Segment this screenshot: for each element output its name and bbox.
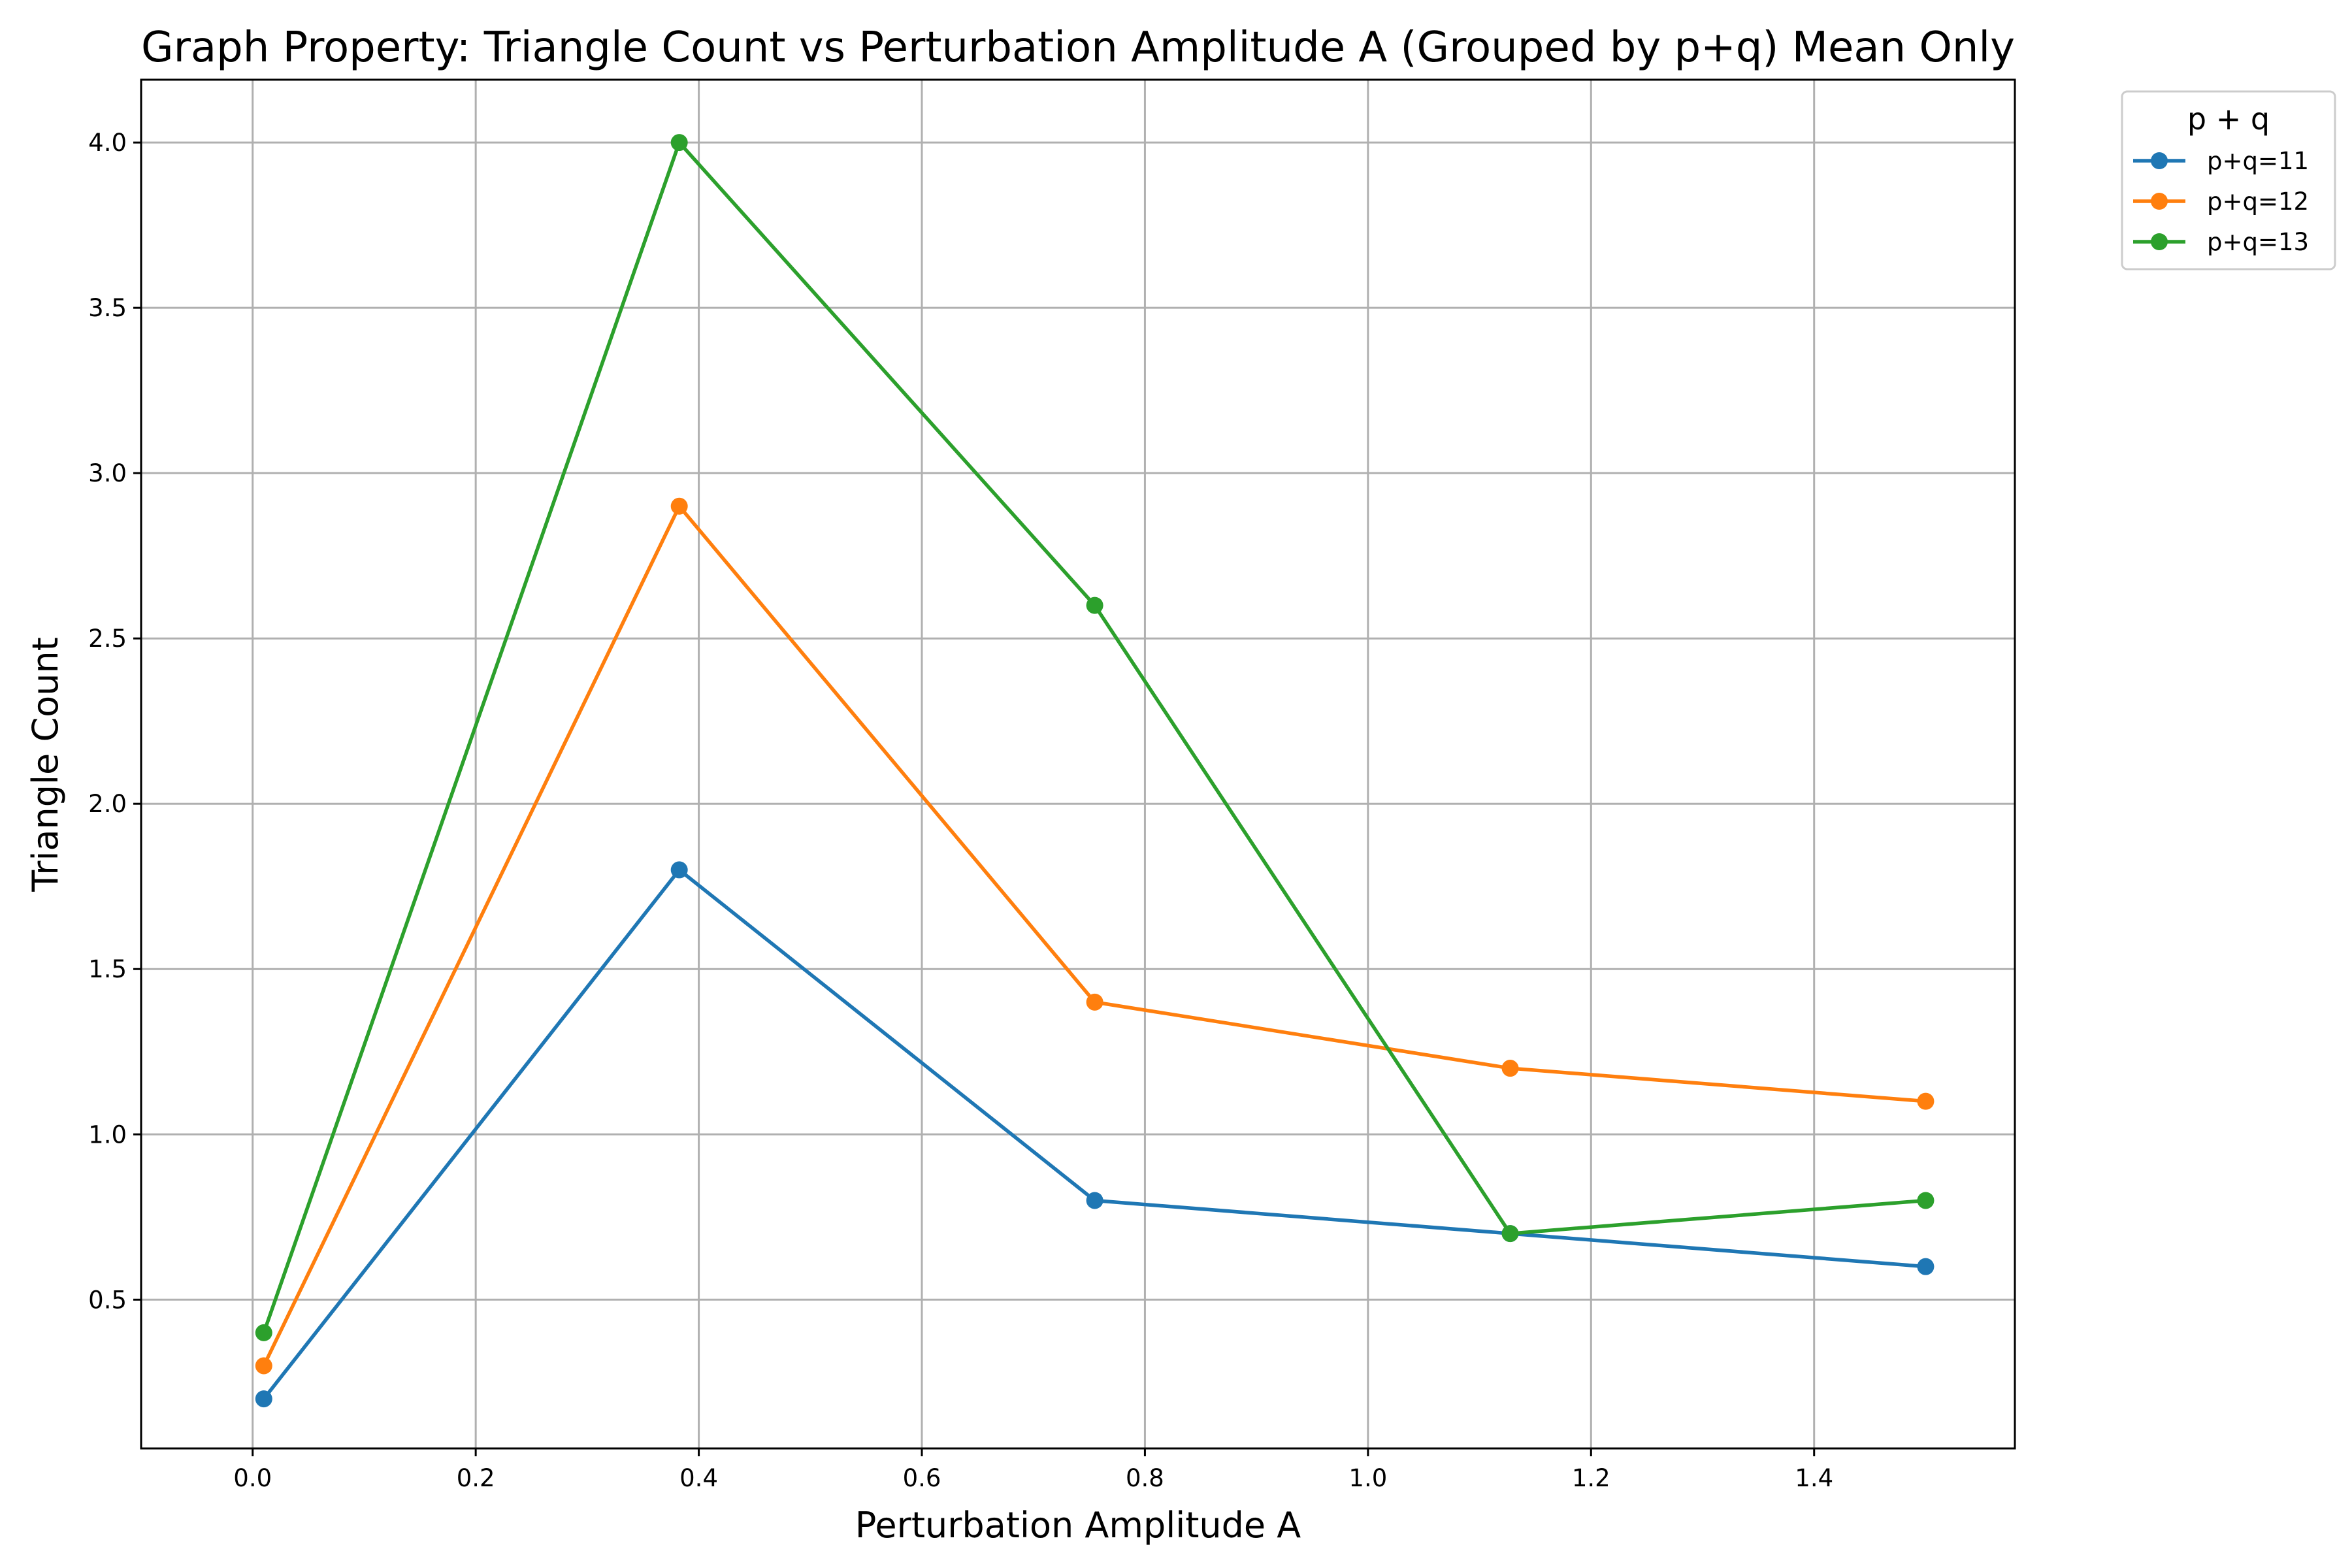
x-tick-label: 1.2	[1572, 1464, 1610, 1492]
y-tick-label: 2.0	[88, 790, 127, 818]
x-tick-label: 0.2	[457, 1464, 495, 1492]
legend-marker	[2151, 233, 2168, 250]
data-point	[255, 1357, 272, 1375]
plot-series	[255, 134, 1935, 1408]
y-tick-label: 3.0	[88, 459, 127, 487]
x-tick-label: 0.4	[679, 1464, 718, 1492]
y-tick-label: 3.5	[88, 294, 127, 322]
y-tick-label: 1.0	[88, 1120, 127, 1149]
legend-marker	[2151, 193, 2168, 210]
y-tick-label: 2.5	[88, 625, 127, 653]
x-tick-label: 0.8	[1126, 1464, 1164, 1492]
data-point	[1917, 1258, 1935, 1275]
data-point	[1501, 1225, 1519, 1243]
legend-marker	[2151, 152, 2168, 169]
plot-frame	[140, 78, 2016, 1450]
data-point	[670, 497, 688, 515]
data-point	[1086, 596, 1103, 614]
y-tick-label: 1.5	[88, 955, 127, 983]
series-p+q=13	[255, 134, 1935, 1341]
series-line	[262, 140, 1926, 1333]
data-point	[255, 1324, 272, 1341]
legend-label: p+q=12	[2207, 188, 2309, 216]
legend-label: p+q=13	[2207, 228, 2309, 256]
chart-title: Graph Property: Triangle Count vs Pertur…	[141, 24, 2015, 72]
data-point	[1086, 1192, 1103, 1209]
legend-title: p + q	[2187, 101, 2270, 137]
y-tick-label: 4.0	[88, 129, 127, 157]
series-p+q=12	[255, 497, 1935, 1375]
data-point	[670, 134, 688, 152]
data-point	[1086, 993, 1103, 1011]
x-tick-label: 1.4	[1795, 1464, 1833, 1492]
grid	[141, 80, 2015, 1448]
data-point	[1501, 1060, 1519, 1077]
legend-label: p+q=11	[2207, 147, 2309, 175]
x-tick-label: 0.0	[233, 1464, 272, 1492]
data-point	[1917, 1092, 1935, 1110]
data-point	[1917, 1192, 1935, 1209]
y-axis-label: Triangle Count	[25, 637, 66, 892]
data-point	[255, 1390, 272, 1408]
legend-box	[2121, 90, 2336, 270]
legend: p + q p+q=11 p+q=12 p+q=13	[2121, 90, 2336, 270]
y-tick-label: 0.5	[88, 1286, 127, 1314]
series-line	[262, 504, 1926, 1367]
ticks: 0.0 0.2 0.4 0.6 0.8 1.0 1.2 1.4 0.5 1.0 1.5 2.0 2.5 3…	[88, 129, 1833, 1492]
x-tick-label: 0.6	[903, 1464, 941, 1492]
data-point	[670, 861, 688, 879]
x-tick-label: 1.0	[1348, 1464, 1387, 1492]
x-axis-label: Perturbation Amplitude A	[855, 1505, 1301, 1546]
